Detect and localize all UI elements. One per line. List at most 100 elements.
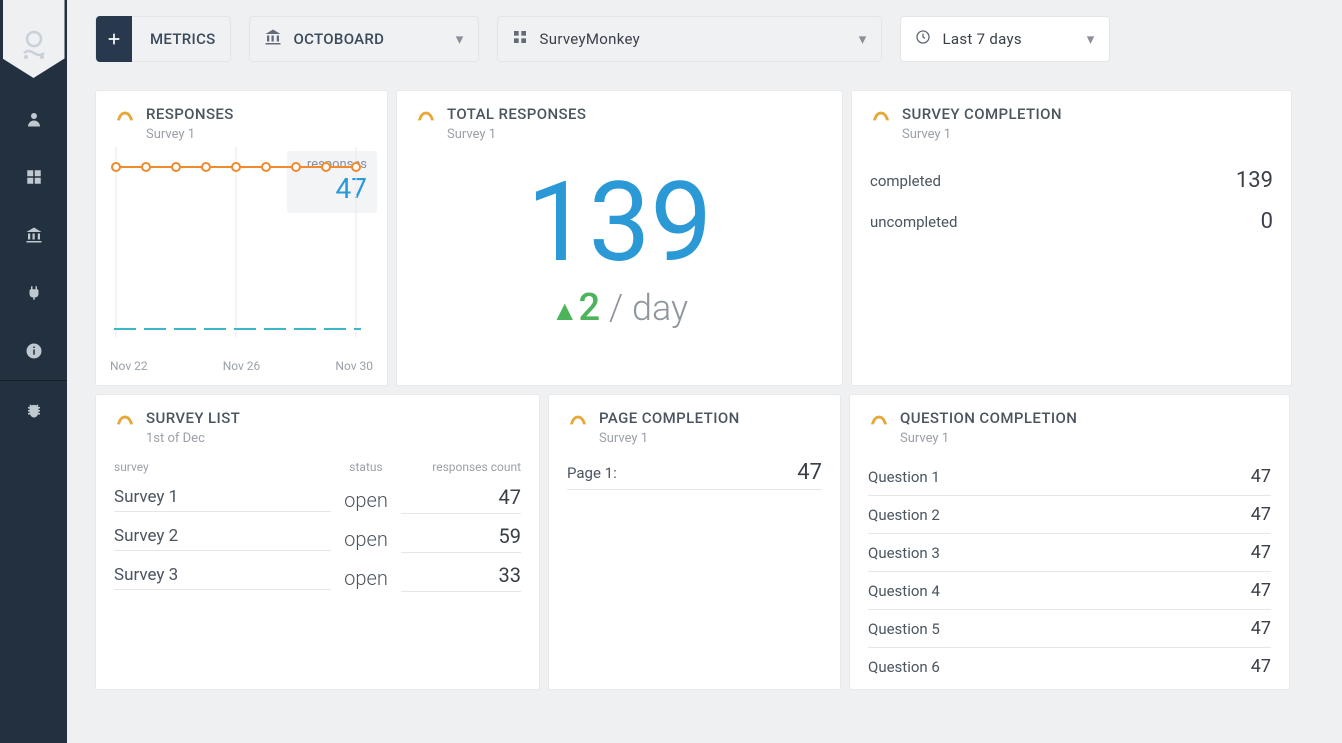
per-label: / day bbox=[609, 287, 688, 329]
question-row: Question 4 47 bbox=[868, 572, 1271, 610]
card-title: SURVEY COMPLETION bbox=[902, 105, 1062, 123]
clock-icon bbox=[915, 29, 931, 49]
card-subtitle: Survey 1 bbox=[900, 431, 1077, 446]
surveymonkey-icon bbox=[567, 411, 589, 429]
kv-completed: completed 139 bbox=[870, 160, 1273, 201]
row-label: Question 3 bbox=[868, 544, 940, 562]
card-title: QUESTION COMPLETION bbox=[900, 409, 1077, 427]
integration-label: SurveyMonkey bbox=[540, 30, 640, 48]
question-row: Question 2 47 bbox=[868, 496, 1271, 534]
total-value: 139 bbox=[415, 168, 824, 278]
table-row: Survey 2 open 59 bbox=[114, 519, 521, 558]
row-value: 47 bbox=[1251, 542, 1271, 563]
header: METRICS OCTOBOARD ▾ SurveyMonkey ▾ Last … bbox=[95, 16, 1110, 62]
cell-name: Survey 1 bbox=[114, 487, 331, 512]
table-row: Survey 3 open 33 bbox=[114, 558, 521, 597]
user-icon bbox=[25, 110, 43, 128]
sidebar-item-org[interactable] bbox=[0, 206, 67, 264]
axis-label: Nov 30 bbox=[335, 359, 373, 373]
surveymonkey-icon bbox=[870, 107, 892, 125]
per-day-row: ▲2 / day bbox=[415, 286, 824, 330]
surveymonkey-icon bbox=[415, 107, 437, 125]
card-title: TOTAL RESPONSES bbox=[447, 105, 586, 123]
chevron-down-icon: ▾ bbox=[456, 30, 464, 48]
surveymonkey-icon bbox=[114, 411, 136, 429]
row-value: 47 bbox=[1251, 656, 1271, 677]
card-title: SURVEY LIST bbox=[146, 409, 240, 427]
cell-status: open bbox=[331, 488, 401, 512]
row-label: Question 2 bbox=[868, 506, 940, 524]
org-label: OCTOBOARD bbox=[294, 30, 385, 48]
card-subtitle: 1st of Dec bbox=[146, 431, 240, 446]
cell-count: 33 bbox=[401, 563, 521, 592]
card-survey-completion: SURVEY COMPLETION Survey 1 completed 139… bbox=[851, 90, 1292, 386]
chevron-down-icon: ▾ bbox=[1087, 30, 1095, 48]
row-value: 47 bbox=[1251, 618, 1271, 639]
col-survey: survey bbox=[114, 460, 331, 474]
question-row: Question 6 47 bbox=[868, 648, 1271, 685]
row-label: completed bbox=[870, 172, 941, 190]
kv-uncompleted: uncompleted 0 bbox=[870, 201, 1273, 242]
card-survey-list: SURVEY LIST 1st of Dec survey status res… bbox=[95, 394, 540, 690]
card-total-responses: TOTAL RESPONSES Survey 1 139 ▲2 / day bbox=[396, 90, 843, 386]
row-label: Question 6 bbox=[868, 658, 940, 676]
col-status: status bbox=[331, 460, 401, 474]
date-selector[interactable]: Last 7 days ▾ bbox=[900, 16, 1110, 62]
axis-label: Nov 26 bbox=[223, 359, 261, 373]
row-label: Question 4 bbox=[868, 582, 940, 600]
app-icon bbox=[512, 29, 528, 49]
card-subtitle: Survey 1 bbox=[146, 127, 234, 142]
sidebar-item-debug[interactable] bbox=[0, 381, 67, 439]
row-value: 47 bbox=[1251, 504, 1271, 525]
surveymonkey-icon bbox=[114, 107, 136, 125]
row-label: Question 5 bbox=[868, 620, 940, 638]
sidebar-item-profile[interactable] bbox=[0, 90, 67, 148]
cell-count: 47 bbox=[401, 485, 521, 514]
row-value: 47 bbox=[797, 460, 822, 485]
row-value: 47 bbox=[1251, 580, 1271, 601]
integration-selector[interactable]: SurveyMonkey ▾ bbox=[497, 16, 882, 62]
table-header: survey status responses count bbox=[114, 454, 521, 480]
cell-status: open bbox=[331, 566, 401, 590]
card-title: RESPONSES bbox=[146, 105, 234, 123]
question-row: Question 3 47 bbox=[868, 534, 1271, 572]
logo[interactable] bbox=[0, 0, 67, 90]
row-value: 139 bbox=[1236, 168, 1273, 193]
axis-label: Nov 22 bbox=[110, 359, 148, 373]
plus-icon bbox=[96, 16, 132, 62]
cell-status: open bbox=[331, 527, 401, 551]
bank-icon bbox=[264, 28, 282, 50]
x-axis-labels: Nov 22 Nov 26 Nov 30 bbox=[110, 359, 373, 373]
bug-icon bbox=[25, 401, 43, 419]
org-selector[interactable]: OCTOBOARD ▾ bbox=[249, 16, 479, 62]
sidebar-item-dashboard[interactable] bbox=[0, 148, 67, 206]
info-icon bbox=[25, 342, 43, 360]
date-label: Last 7 days bbox=[943, 30, 1022, 48]
delta-value: 2 bbox=[579, 286, 601, 330]
card-subtitle: Survey 1 bbox=[902, 127, 1062, 142]
triangle-up-icon: ▲ bbox=[551, 294, 579, 327]
chevron-down-icon: ▾ bbox=[859, 30, 867, 48]
cell-name: Survey 3 bbox=[114, 565, 331, 590]
surveymonkey-icon bbox=[868, 411, 890, 429]
sidebar-item-info[interactable] bbox=[0, 322, 67, 380]
card-title: PAGE COMPLETION bbox=[599, 409, 740, 427]
card-page-completion: PAGE COMPLETION Survey 1 Page 1: 47 bbox=[548, 394, 841, 690]
question-row: Question 1 47 bbox=[868, 458, 1271, 496]
row-label: Question 1 bbox=[868, 468, 940, 486]
row-value: 0 bbox=[1261, 209, 1273, 234]
sidebar bbox=[0, 0, 67, 743]
row-label: uncompleted bbox=[870, 213, 957, 231]
cell-count: 59 bbox=[401, 524, 521, 553]
row-label: Page 1: bbox=[567, 464, 617, 482]
content: RESPONSES Survey 1 responses 47 bbox=[95, 90, 1293, 690]
card-responses: RESPONSES Survey 1 responses 47 bbox=[95, 90, 388, 386]
cell-name: Survey 2 bbox=[114, 526, 331, 551]
row-value: 47 bbox=[1251, 466, 1271, 487]
card-subtitle: Survey 1 bbox=[599, 431, 740, 446]
metrics-button[interactable]: METRICS bbox=[95, 16, 231, 62]
sidebar-item-integrations[interactable] bbox=[0, 264, 67, 322]
page-row: Page 1: 47 bbox=[567, 460, 822, 490]
card-question-completion: QUESTION COMPLETION Survey 1 Question 1 … bbox=[849, 394, 1290, 690]
grid-icon bbox=[25, 168, 43, 186]
